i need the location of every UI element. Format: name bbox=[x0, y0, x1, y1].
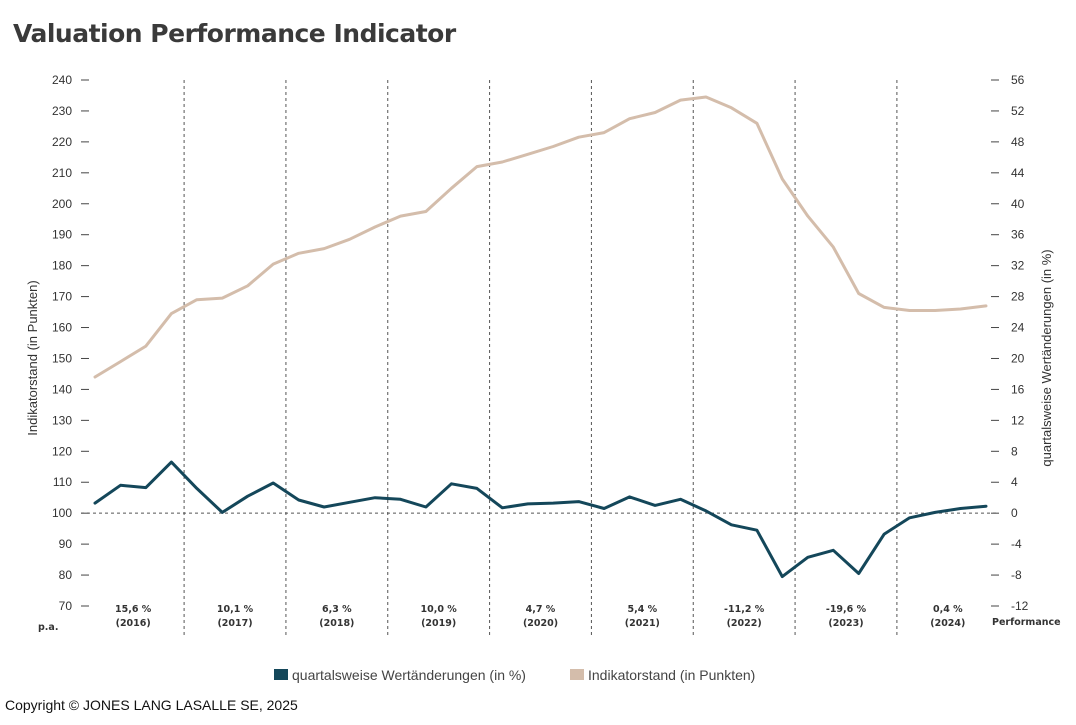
year-label: (2019) bbox=[421, 618, 456, 629]
left-tick-label: 190 bbox=[52, 228, 72, 242]
year-performance-value: -11,2 % bbox=[724, 604, 765, 615]
right-axis-label: quartalsweise Wertänderungen (in %) bbox=[1039, 249, 1054, 466]
year-label: (2018) bbox=[319, 618, 354, 629]
left-axis: 240 230 220 210 200 190 180 170 160 150 140 130 120 1… bbox=[52, 73, 89, 613]
right-tick-label: 8 bbox=[1011, 444, 1018, 458]
right-tick-label: 40 bbox=[1011, 197, 1025, 211]
year-dividers bbox=[183, 80, 898, 637]
right-tick-label: 48 bbox=[1011, 135, 1025, 149]
legend: quartalsweise Wertänderungen (in %) Indik… bbox=[274, 667, 755, 683]
year-label: (2022) bbox=[727, 618, 762, 629]
left-tick-label: 200 bbox=[52, 197, 72, 211]
year-label: (2023) bbox=[828, 618, 863, 629]
chart-title: Valuation Performance Indicator bbox=[13, 19, 457, 48]
right-tick-label: 52 bbox=[1011, 104, 1025, 118]
left-tick-label: 100 bbox=[52, 506, 72, 520]
year-label: (2016) bbox=[116, 618, 151, 629]
right-tick-label: 36 bbox=[1011, 228, 1025, 242]
right-tick-label: 16 bbox=[1011, 382, 1025, 396]
left-tick-label: 140 bbox=[52, 382, 72, 396]
year-performance-value: 6,3 % bbox=[322, 604, 352, 615]
left-axis-label: Indikatorstand (in Punkten) bbox=[25, 280, 40, 435]
year-label: (2017) bbox=[217, 618, 252, 629]
pa-label: p.a. bbox=[38, 622, 58, 633]
series-lines bbox=[93, 95, 988, 579]
left-tick-label: 210 bbox=[52, 166, 72, 180]
copyright-text: Copyright © JONES LANG LASALLE SE, 2025 bbox=[5, 697, 298, 713]
right-tick-label: 20 bbox=[1011, 351, 1025, 365]
legend-label: quartalsweise Wertänderungen (in %) bbox=[292, 667, 526, 683]
year-performance-value: 10,0 % bbox=[421, 604, 458, 615]
right-tick-label: 12 bbox=[1011, 413, 1025, 427]
left-tick-label: 240 bbox=[52, 73, 72, 87]
left-tick-label: 90 bbox=[59, 537, 73, 551]
legend-swatch bbox=[274, 669, 288, 680]
year-label: (2021) bbox=[625, 618, 660, 629]
legend-label: Indikatorstand (in Punkten) bbox=[588, 667, 755, 683]
year-performance-value: 4,7 % bbox=[526, 604, 556, 615]
right-tick-label: -4 bbox=[1011, 537, 1022, 551]
left-tick-label: 120 bbox=[52, 444, 72, 458]
right-tick-label: -8 bbox=[1011, 568, 1022, 582]
left-tick-label: 220 bbox=[52, 135, 72, 149]
indicator-level-line bbox=[93, 95, 988, 379]
performance-label: Performance bbox=[992, 617, 1061, 628]
year-performance-value: 10,1 % bbox=[217, 604, 254, 615]
left-tick-label: 80 bbox=[59, 568, 73, 582]
right-tick-label: 0 bbox=[1011, 506, 1018, 520]
year-performance-value: 0,4 % bbox=[933, 604, 963, 615]
year-performance-value: 5,4 % bbox=[628, 604, 658, 615]
left-tick-label: 150 bbox=[52, 351, 72, 365]
right-tick-label: 44 bbox=[1011, 166, 1025, 180]
right-tick-label: 24 bbox=[1011, 321, 1025, 335]
left-tick-label: 230 bbox=[52, 104, 72, 118]
left-tick-label: 180 bbox=[52, 259, 72, 273]
year-label: (2024) bbox=[930, 618, 965, 629]
right-tick-label: 28 bbox=[1011, 290, 1025, 304]
left-tick-label: 70 bbox=[59, 599, 73, 613]
year-label: (2020) bbox=[523, 618, 558, 629]
right-tick-label: 56 bbox=[1011, 73, 1025, 87]
right-tick-label: 4 bbox=[1011, 475, 1018, 489]
left-tick-label: 130 bbox=[52, 413, 72, 427]
left-tick-label: 170 bbox=[52, 290, 72, 304]
annual-performance-labels: 15,6 % (2016) 10,1 % (2017) 6,3 % (2018) 10,0 … bbox=[115, 604, 965, 629]
left-tick-label: 110 bbox=[53, 475, 72, 489]
legend-swatch bbox=[570, 669, 584, 680]
quarterly-change-line bbox=[93, 460, 988, 579]
right-tick-label: -12 bbox=[1011, 599, 1029, 613]
year-performance-value: 15,6 % bbox=[115, 604, 152, 615]
right-tick-label: 32 bbox=[1011, 259, 1025, 273]
year-performance-value: -19,6 % bbox=[826, 604, 867, 615]
left-tick-label: 160 bbox=[52, 321, 72, 335]
